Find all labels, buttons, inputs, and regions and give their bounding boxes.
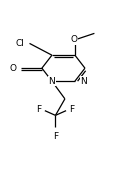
Text: N: N bbox=[80, 77, 87, 86]
Text: O: O bbox=[70, 35, 77, 44]
Text: F: F bbox=[53, 132, 58, 141]
Text: O: O bbox=[10, 64, 17, 73]
Text: F: F bbox=[70, 105, 75, 114]
Text: N: N bbox=[48, 77, 55, 86]
Text: F: F bbox=[36, 105, 41, 114]
Text: Cl: Cl bbox=[16, 39, 25, 48]
